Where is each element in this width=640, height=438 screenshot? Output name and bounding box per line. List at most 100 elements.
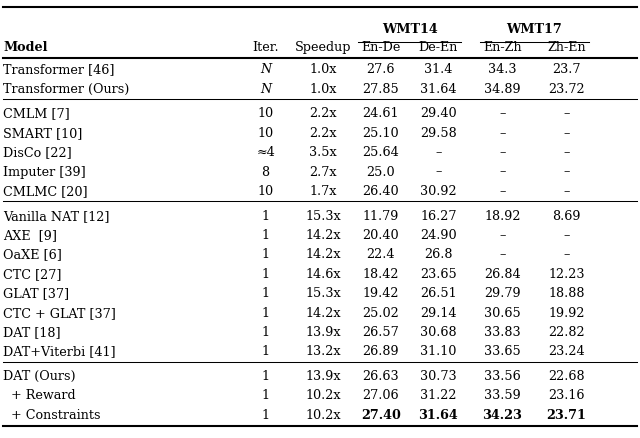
Text: 22.4: 22.4 xyxy=(367,248,395,261)
Text: 26.84: 26.84 xyxy=(484,268,521,281)
Text: –: – xyxy=(499,107,506,120)
Text: 26.51: 26.51 xyxy=(420,287,457,300)
Text: 18.42: 18.42 xyxy=(362,268,399,281)
Text: ≈4: ≈4 xyxy=(256,146,275,159)
Text: 1.0x: 1.0x xyxy=(310,64,337,76)
Text: 31.64: 31.64 xyxy=(419,409,458,422)
Text: –: – xyxy=(563,127,570,140)
Text: 13.9x: 13.9x xyxy=(305,370,341,383)
Text: CTC + GLAT [37]: CTC + GLAT [37] xyxy=(3,307,116,320)
Text: –: – xyxy=(435,166,442,179)
Text: WMT14: WMT14 xyxy=(381,23,438,36)
Text: 13.2x: 13.2x xyxy=(305,346,341,358)
Text: En-De: En-De xyxy=(361,41,401,54)
Text: 14.2x: 14.2x xyxy=(305,229,341,242)
Text: 29.79: 29.79 xyxy=(484,287,521,300)
Text: 8: 8 xyxy=(262,166,269,179)
Text: De-En: De-En xyxy=(419,41,458,54)
Text: N: N xyxy=(260,83,271,96)
Text: Transformer (Ours): Transformer (Ours) xyxy=(3,83,129,96)
Text: 25.10: 25.10 xyxy=(362,127,399,140)
Text: 1.7x: 1.7x xyxy=(310,185,337,198)
Text: –: – xyxy=(499,185,506,198)
Text: 1: 1 xyxy=(262,307,269,320)
Text: CMLM [7]: CMLM [7] xyxy=(3,107,70,120)
Text: En-Zh: En-Zh xyxy=(483,41,522,54)
Text: 29.58: 29.58 xyxy=(420,127,457,140)
Text: 25.0: 25.0 xyxy=(367,166,395,179)
Text: 13.9x: 13.9x xyxy=(305,326,341,339)
Text: 26.40: 26.40 xyxy=(362,185,399,198)
Text: –: – xyxy=(435,146,442,159)
Text: 27.6: 27.6 xyxy=(367,64,395,76)
Text: 23.24: 23.24 xyxy=(548,346,585,358)
Text: 29.40: 29.40 xyxy=(420,107,457,120)
Text: 10: 10 xyxy=(257,127,274,140)
Text: 10.2x: 10.2x xyxy=(305,409,341,422)
Text: –: – xyxy=(499,248,506,261)
Text: 27.06: 27.06 xyxy=(362,389,399,403)
Text: 31.10: 31.10 xyxy=(420,346,456,358)
Text: 16.27: 16.27 xyxy=(420,210,457,223)
Text: DAT [18]: DAT [18] xyxy=(3,326,61,339)
Text: 18.88: 18.88 xyxy=(548,287,585,300)
Text: 29.14: 29.14 xyxy=(420,307,457,320)
Text: Model: Model xyxy=(3,41,48,54)
Text: 25.64: 25.64 xyxy=(362,146,399,159)
Text: 3.5x: 3.5x xyxy=(309,146,337,159)
Text: 26.89: 26.89 xyxy=(362,346,399,358)
Text: 14.2x: 14.2x xyxy=(305,307,341,320)
Text: 23.16: 23.16 xyxy=(548,389,585,403)
Text: Iter.: Iter. xyxy=(252,41,279,54)
Text: 31.4: 31.4 xyxy=(424,64,452,76)
Text: 1: 1 xyxy=(262,409,269,422)
Text: AXE  [9]: AXE [9] xyxy=(3,229,57,242)
Text: –: – xyxy=(563,229,570,242)
Text: 19.92: 19.92 xyxy=(548,307,585,320)
Text: 24.61: 24.61 xyxy=(362,107,399,120)
Text: –: – xyxy=(499,229,506,242)
Text: SMART [10]: SMART [10] xyxy=(3,127,83,140)
Text: 1: 1 xyxy=(262,268,269,281)
Text: 14.6x: 14.6x xyxy=(305,268,341,281)
Text: DAT (Ours): DAT (Ours) xyxy=(3,370,76,383)
Text: Transformer [46]: Transformer [46] xyxy=(3,64,115,76)
Text: 27.85: 27.85 xyxy=(362,83,399,96)
Text: 34.23: 34.23 xyxy=(483,409,522,422)
Text: 33.56: 33.56 xyxy=(484,370,521,383)
Text: DAT+Viterbi [41]: DAT+Viterbi [41] xyxy=(3,346,116,358)
Text: 15.3x: 15.3x xyxy=(305,210,341,223)
Text: 10: 10 xyxy=(257,107,274,120)
Text: –: – xyxy=(563,166,570,179)
Text: 30.65: 30.65 xyxy=(484,307,521,320)
Text: 33.83: 33.83 xyxy=(484,326,521,339)
Text: 33.59: 33.59 xyxy=(484,389,521,403)
Text: Speedup: Speedup xyxy=(295,41,351,54)
Text: 1: 1 xyxy=(262,389,269,403)
Text: 1: 1 xyxy=(262,248,269,261)
Text: 26.63: 26.63 xyxy=(362,370,399,383)
Text: N: N xyxy=(260,64,271,76)
Text: Zh-En: Zh-En xyxy=(547,41,586,54)
Text: 26.8: 26.8 xyxy=(424,248,452,261)
Text: 11.79: 11.79 xyxy=(363,210,399,223)
Text: + Reward: + Reward xyxy=(3,389,76,403)
Text: 25.02: 25.02 xyxy=(362,307,399,320)
Text: 1: 1 xyxy=(262,370,269,383)
Text: 1.0x: 1.0x xyxy=(310,83,337,96)
Text: 23.72: 23.72 xyxy=(548,83,585,96)
Text: 1: 1 xyxy=(262,326,269,339)
Text: Vanilla NAT [12]: Vanilla NAT [12] xyxy=(3,210,109,223)
Text: 34.89: 34.89 xyxy=(484,83,521,96)
Text: 2.7x: 2.7x xyxy=(309,166,337,179)
Text: 2.2x: 2.2x xyxy=(309,127,337,140)
Text: 22.82: 22.82 xyxy=(548,326,585,339)
Text: –: – xyxy=(563,185,570,198)
Text: –: – xyxy=(499,127,506,140)
Text: 34.3: 34.3 xyxy=(488,64,516,76)
Text: 23.71: 23.71 xyxy=(547,409,586,422)
Text: 23.65: 23.65 xyxy=(420,268,457,281)
Text: –: – xyxy=(563,248,570,261)
Text: 30.92: 30.92 xyxy=(420,185,457,198)
Text: 19.42: 19.42 xyxy=(362,287,399,300)
